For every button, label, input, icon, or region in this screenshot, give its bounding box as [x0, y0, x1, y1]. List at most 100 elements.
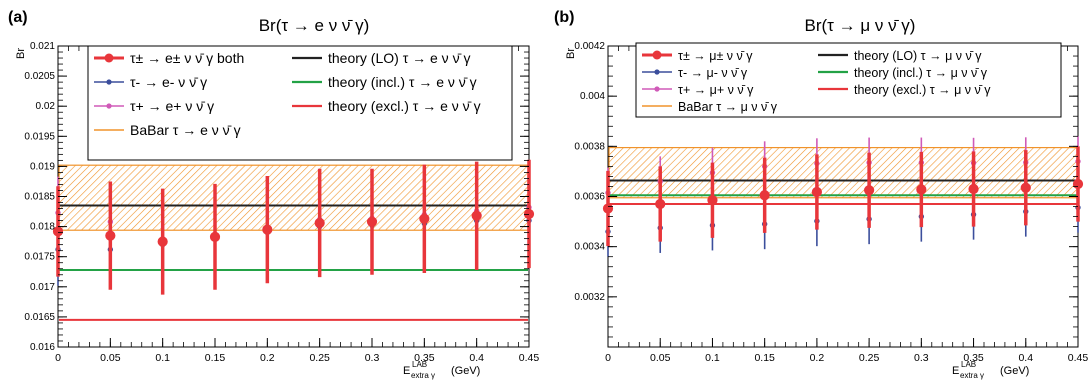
legend-label-excl: theory (excl.) τ → μ ν ν̄ γ: [854, 83, 991, 97]
x-tick-label: 0.35: [414, 352, 435, 364]
legend-label-babar: BaBar τ → μ ν ν̄ γ: [678, 100, 778, 114]
panel-label: (a): [8, 9, 28, 26]
y-tick-label: 0.018: [30, 222, 55, 233]
legend-label-minus: τ- → μ- ν ν̄ γ: [678, 66, 748, 80]
legend-label-both: τ± → μ± ν ν̄ γ: [678, 49, 753, 63]
data-point-both: [759, 190, 770, 201]
y-tick-label: 0.0165: [24, 312, 55, 323]
babar-band: [58, 164, 529, 231]
legend-symbol-plus: [94, 103, 124, 109]
legend-label-plus: τ+ → e+ ν ν̄ γ: [130, 98, 214, 114]
legend-label-lo: theory (LO) τ → e ν ν̄ γ: [328, 50, 470, 66]
data-point-both: [655, 198, 666, 210]
legend-symbol-minus: [642, 69, 672, 75]
x-tick-label: 0.05: [100, 352, 121, 364]
legend: τ± → e± ν ν̄ γ both τ- → e- ν ν̄ γ τ+ → e+…: [87, 45, 513, 161]
y-tick-label: 0.0038: [574, 141, 605, 152]
legend-label-incl: theory (incl.) τ → e ν ν̄ γ: [328, 74, 477, 90]
x-tick-label: 0.25: [859, 352, 880, 364]
data-point-both: [366, 216, 378, 227]
x-tick-label: 0.35: [963, 352, 984, 364]
x-tick-label: 0.05: [650, 352, 671, 364]
legend-marker: [654, 86, 660, 92]
legend-label-lo: theory (LO) τ → μ ν ν̄ γ: [854, 49, 982, 63]
data-point-both: [864, 185, 875, 196]
y-tick-label: 0.02: [36, 101, 56, 112]
y-tick-label: 0.004: [580, 91, 605, 102]
x-axis-label-unit: (GeV): [451, 365, 480, 377]
x-tick-label: 0.1: [705, 352, 720, 364]
y-tick-label: 0.0034: [574, 242, 605, 253]
babar-band: [608, 146, 1078, 199]
x-tick-label: 0: [605, 352, 611, 364]
legend-box: [87, 45, 513, 161]
y-tick-label: 0.021: [30, 41, 55, 52]
data-point-both: [314, 217, 325, 229]
legend-label-incl: theory (incl.) τ → μ ν ν̄ γ: [854, 66, 988, 80]
panel-label: (b): [554, 9, 574, 26]
x-axis-label-sup: LAB: [412, 360, 427, 369]
legend-label-excl: theory (excl.) τ → e ν ν̄ γ: [328, 98, 481, 114]
y-tick-label: 0.0032: [574, 292, 605, 303]
data-point-both: [602, 203, 614, 214]
data-point-both: [1020, 182, 1031, 193]
data-point-both: [209, 231, 221, 242]
x-tick-label: 0.3: [914, 352, 929, 364]
data-point-both: [523, 208, 535, 220]
data-point-both: [157, 236, 168, 247]
data-point-both: [1072, 178, 1084, 190]
x-axis-label-sup: LAB: [961, 360, 976, 369]
panel-b: (b) Br(τ → μ ν ν̄ γ) 0.0032 0.0034 0.0036 0.0…: [554, 9, 1088, 380]
x-tick-label: 0: [55, 352, 61, 364]
y-tick-label: 0.0042: [574, 41, 605, 52]
x-tick-label: 0.15: [754, 352, 775, 364]
y-tick-label: 0.0205: [24, 71, 55, 82]
data-point-both: [419, 213, 430, 224]
legend-label-minus: τ- → e- ν ν̄ γ: [130, 74, 207, 90]
x-axis-label-main: E: [403, 365, 410, 377]
x-axis-label-sub: extra γ: [960, 371, 984, 380]
data-point-both: [707, 195, 718, 206]
legend-symbol-minus: [94, 79, 124, 85]
legend-label-babar: BaBar τ → e ν ν̄ γ: [130, 122, 241, 138]
data-point-both: [105, 230, 116, 241]
chart-title: Br(τ → μ ν ν̄ γ): [805, 16, 916, 35]
data-point-both: [262, 224, 273, 235]
x-tick-label: 0.45: [519, 352, 540, 364]
y-axis-label: Br: [15, 48, 27, 59]
legend: τ± → μ± ν ν̄ γ τ- → μ- ν ν̄ γ τ+ → μ+ ν ν̄…: [635, 42, 1062, 118]
x-tick-label: 0.45: [1068, 352, 1089, 364]
y-tick-label: 0.0175: [24, 252, 55, 263]
x-tick-label: 0.3: [365, 352, 380, 364]
y-tick-label: 0.0185: [24, 192, 55, 203]
x-tick-label: 0.25: [309, 352, 330, 364]
panel-a: (a) Br(τ → e ν ν̄ γ) 0.016 0.0165 0.017 0.017…: [8, 9, 539, 380]
legend-marker: [654, 69, 660, 75]
data-point-both: [471, 210, 482, 221]
y-axis-label: Br: [565, 48, 577, 59]
legend-marker: [106, 79, 112, 85]
x-tick-label: 0.1: [155, 352, 170, 364]
x-tick-label: 0.2: [260, 352, 275, 364]
legend-symbol-plus: [642, 86, 672, 92]
legend-symbol-both: [642, 50, 672, 60]
data-point-both: [811, 186, 822, 198]
legend-label-plus: τ+ → μ+ ν ν̄ γ: [678, 83, 754, 97]
y-tick-label: 0.019: [30, 161, 55, 172]
legend-marker: [104, 53, 114, 63]
y-tick-label: 0.017: [30, 282, 55, 293]
legend-symbol-both: [94, 53, 124, 63]
y-tick-label: 0.0036: [574, 192, 605, 203]
data-point-both: [968, 183, 979, 195]
legend-box: [635, 42, 1062, 118]
legend-marker: [106, 103, 112, 109]
y-tick-label: 0.016: [30, 342, 55, 353]
data-point-both: [916, 184, 927, 195]
x-axis-label-sub: extra γ: [411, 371, 435, 380]
x-tick-label: 0.4: [1018, 352, 1033, 364]
x-tick-label: 0.15: [205, 352, 226, 364]
